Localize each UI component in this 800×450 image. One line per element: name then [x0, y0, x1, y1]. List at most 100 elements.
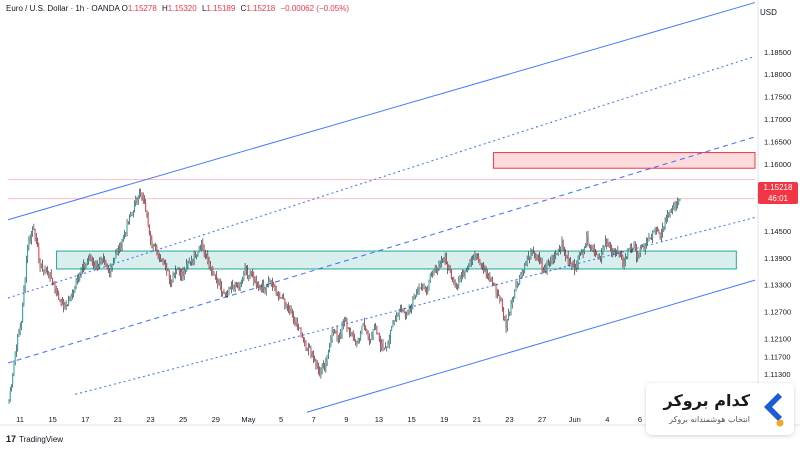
candle-body: [259, 285, 261, 288]
candle-body: [234, 282, 236, 289]
candle-body: [404, 311, 406, 317]
candle-body: [232, 284, 234, 286]
candle-body: [340, 333, 342, 337]
candle-body: [213, 271, 215, 276]
countdown-timer: 46:01: [767, 194, 789, 203]
candle-body: [616, 250, 618, 252]
candle-body: [186, 264, 188, 272]
candle-body: [151, 240, 153, 249]
close-value: 1.15218: [246, 4, 276, 13]
candle-body: [517, 283, 519, 286]
currency-label[interactable]: USD: [760, 8, 777, 17]
candle-body: [499, 296, 501, 301]
candle-body: [104, 260, 106, 263]
candle-body: [230, 284, 232, 289]
candle-body: [309, 347, 311, 349]
candle-body: [324, 365, 326, 368]
candle-body: [556, 254, 558, 256]
candle-body: [342, 323, 344, 325]
candle-body: [626, 256, 628, 258]
candle-body: [329, 347, 331, 352]
candle-body: [636, 247, 638, 258]
candle-body: [378, 333, 380, 341]
candle-body: [250, 271, 252, 276]
candle-body: [421, 287, 423, 289]
candle-body: [115, 253, 117, 259]
candle-body: [642, 245, 644, 247]
candle-body: [189, 261, 191, 263]
candle-body: [107, 268, 109, 271]
candle-body: [163, 263, 165, 265]
chart-header: Euro / U.S. Dollar · 1h · OANDA O1.15278…: [6, 4, 352, 13]
candle-body: [61, 300, 63, 306]
candle-body: [535, 258, 537, 259]
candle-body: [371, 335, 373, 340]
candle-body: [368, 336, 370, 342]
candle-body: [156, 246, 158, 255]
candle-body: [264, 288, 266, 292]
candle-body: [582, 251, 584, 255]
candle-body: [373, 329, 375, 330]
candle-body: [129, 216, 131, 224]
candles-layer: [8, 188, 681, 404]
candle-body: [117, 250, 119, 252]
price-tick-label: 1.17000: [764, 115, 791, 124]
candle-body: [137, 198, 139, 200]
candle-body: [581, 252, 583, 255]
candle-body: [645, 241, 647, 247]
candle-body: [294, 321, 296, 324]
candle-body: [276, 291, 278, 295]
candle-body: [298, 326, 300, 329]
symbol-title[interactable]: Euro / U.S. Dollar · 1h · OANDA: [6, 4, 120, 13]
candle-body: [191, 259, 193, 263]
candle-body: [455, 283, 457, 289]
candle-body: [588, 245, 590, 248]
candle-body: [263, 284, 265, 289]
open-value: 1.15278: [127, 4, 157, 13]
candle-body: [622, 255, 624, 263]
price-axis: 1.18500 1.18000 1.17500 1.17000 1.16500 1.160…: [757, 0, 791, 425]
candle-body: [204, 252, 206, 255]
candle-body: [217, 279, 219, 285]
candle-body: [563, 246, 565, 254]
candle-body: [423, 288, 425, 289]
candle-body: [97, 266, 99, 269]
candle-body: [24, 278, 26, 289]
candle-body: [161, 258, 163, 260]
price-tick-label: 1.11300: [764, 370, 791, 379]
candle-body: [510, 304, 512, 313]
time-tick-label: 19: [440, 415, 448, 424]
candle-body: [570, 261, 572, 263]
candle-body: [218, 282, 220, 285]
candle-body: [30, 233, 32, 240]
candle-body: [381, 344, 383, 348]
candle-body: [84, 263, 86, 267]
candle-body: [586, 235, 588, 245]
candle-body: [96, 264, 98, 269]
candle-body: [347, 327, 349, 329]
candle-body: [648, 237, 650, 242]
candle-body: [506, 319, 508, 329]
candle-body: [317, 365, 319, 371]
candle-body: [567, 255, 569, 265]
candle-body: [389, 330, 391, 340]
candle-body: [417, 289, 419, 291]
candle-body: [475, 254, 477, 258]
price-tick-label: 1.18000: [764, 70, 791, 79]
candle-body: [306, 348, 308, 351]
supply-zone: [493, 152, 756, 169]
candle-body: [207, 255, 209, 263]
candle-body: [377, 333, 379, 335]
candle-body: [278, 291, 280, 298]
candle-body: [561, 240, 563, 251]
candle-body: [383, 347, 385, 349]
channel-upper: [7, 2, 756, 221]
tradingview-logo[interactable]: 17 TradingView: [6, 434, 63, 444]
candle-body: [142, 196, 144, 201]
candle-body: [555, 254, 557, 256]
candle-body: [44, 269, 46, 271]
candle-body: [242, 278, 244, 280]
candle-body: [229, 288, 231, 290]
price-tick-label: 1.13300: [764, 281, 791, 290]
candle-body: [449, 267, 451, 270]
